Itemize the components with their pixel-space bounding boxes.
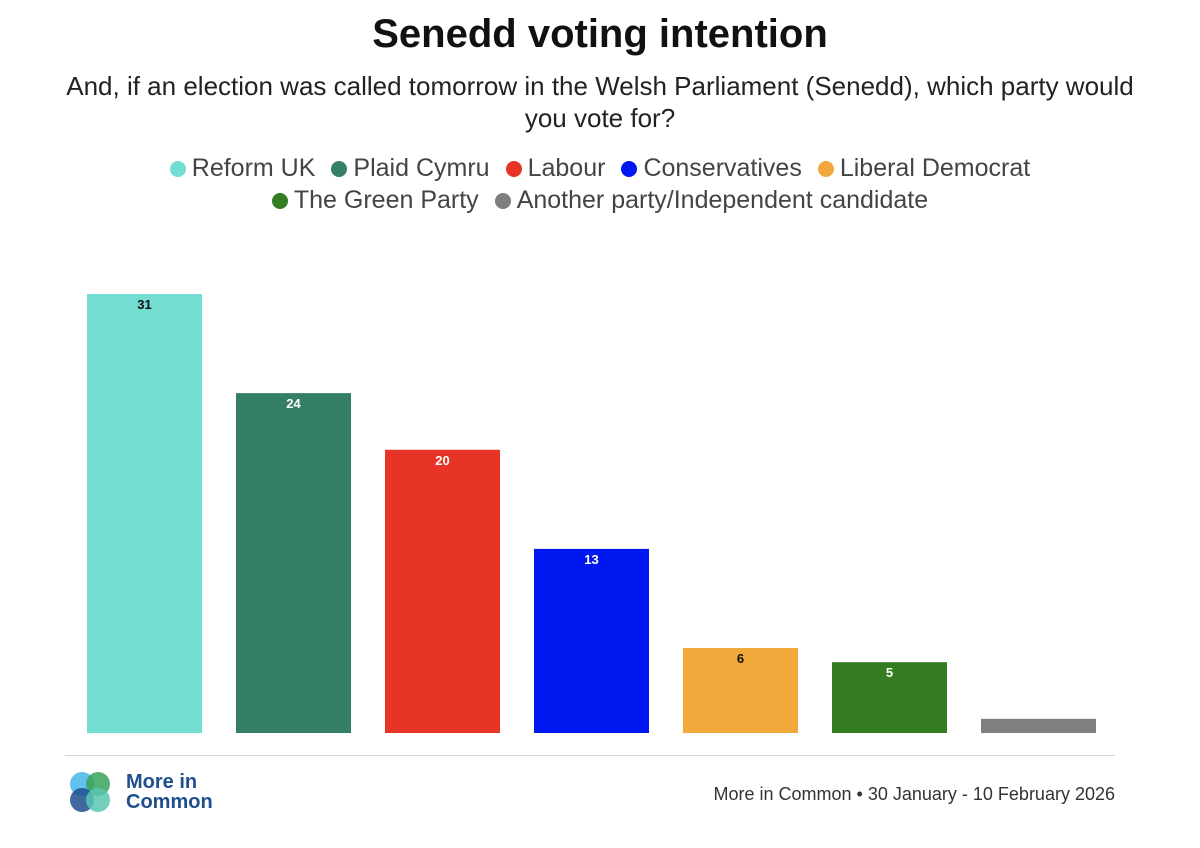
legend-item: Conservatives — [621, 152, 802, 184]
legend-swatch — [817, 161, 834, 177]
chart-subtitle: And, if an election was called tomorrow … — [66, 71, 1134, 133]
legend-label: Labour — [527, 154, 606, 182]
legend-item: Another party/Independent candidate — [494, 184, 929, 216]
bar-conservatives — [534, 548, 649, 733]
legend-swatch — [169, 161, 186, 177]
bar-labour — [385, 449, 500, 733]
bar-the-green-party — [832, 662, 947, 733]
legend-item: Plaid Cymru — [331, 152, 490, 184]
legend-row: The Green Party Another party/Independent… — [60, 184, 1140, 216]
legend-swatch — [331, 161, 348, 177]
brand-name: More in Common — [126, 772, 213, 812]
chart-title: Senedd voting intention — [372, 12, 828, 56]
bar-another-party-independent-candidate — [981, 718, 1096, 733]
legend-item: Liberal Democrat — [817, 152, 1031, 184]
legend-item: Reform UK — [169, 152, 316, 184]
legend-swatch — [271, 193, 288, 209]
bar-plaid-cymru — [236, 393, 351, 733]
legend-swatch — [621, 161, 638, 177]
brand-line-2: Common — [126, 791, 213, 813]
bar-reform-uk — [87, 294, 202, 733]
legend-label: Another party/Independent candidate — [516, 186, 929, 214]
bar-value-label: 13 — [584, 552, 598, 567]
legend-label: Liberal Democrat — [839, 154, 1031, 182]
more-in-common-logo-icon — [70, 772, 110, 812]
legend-swatch — [494, 193, 511, 209]
bar-value-label: 20 — [435, 453, 449, 468]
legend-item: Labour — [505, 152, 606, 184]
source-note: More in Common • 30 January - 10 Februar… — [713, 784, 1116, 804]
bar-value-label: 31 — [137, 297, 151, 312]
legend-label: Reform UK — [191, 154, 316, 182]
bar-value-label: 6 — [737, 651, 744, 666]
bar-value-label: 5 — [886, 665, 893, 680]
legend-swatch — [505, 161, 522, 177]
legend-label: Plaid Cymru — [353, 154, 490, 182]
bar-value-label: 24 — [286, 396, 301, 411]
legend-row: Reform UK Plaid Cymru Labour Conservatives L… — [60, 152, 1140, 184]
bar-liberal-democrat — [683, 648, 798, 733]
legend-label: Conservatives — [643, 154, 802, 182]
chart-legend: Reform UK Plaid Cymru Labour Conservatives L… — [60, 152, 1140, 216]
legend-label: The Green Party — [293, 186, 479, 214]
footer-divider — [65, 755, 1115, 756]
legend-item: The Green Party — [271, 184, 479, 216]
brand-line-1: More in — [126, 771, 198, 793]
